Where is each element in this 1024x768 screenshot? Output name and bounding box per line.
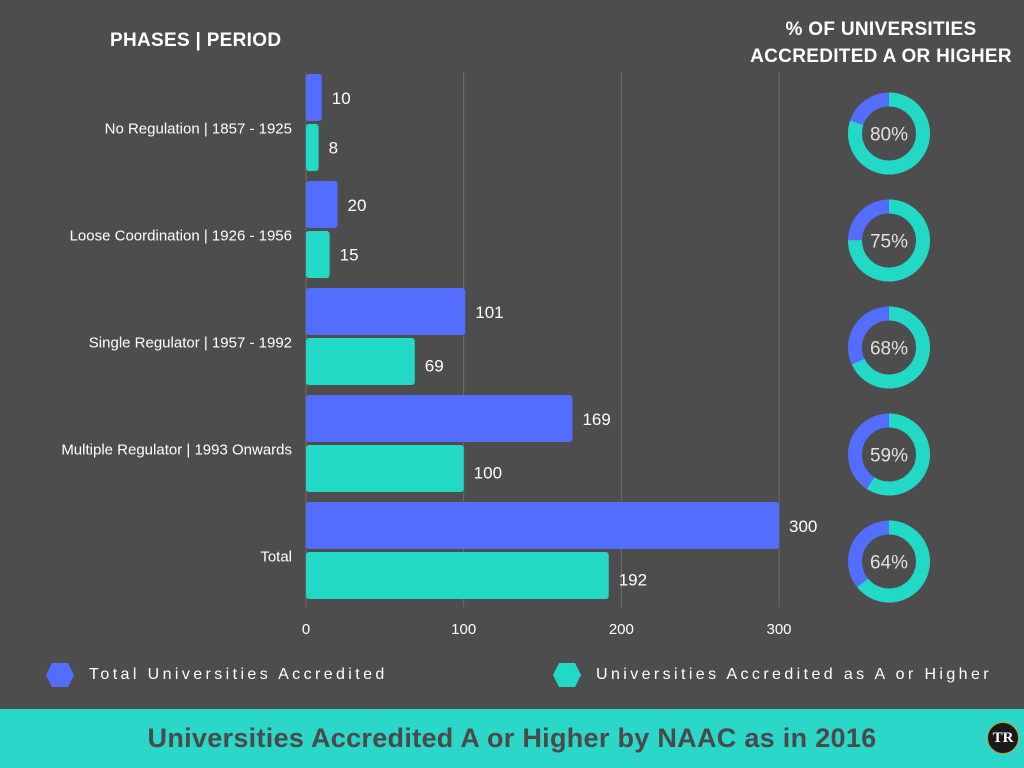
bar-total (306, 288, 466, 335)
bar-a-or-higher (306, 231, 330, 278)
legend-item-a-or-higher: Universities Accredited as A or Higher (552, 662, 992, 688)
x-tick-label: 0 (302, 621, 310, 638)
legend-hexagon-a-icon (553, 663, 581, 687)
category-label: Loose Coordination | 1926 - 1956 (70, 228, 292, 245)
donut-percent-label: 68% (870, 339, 908, 360)
bar-a-or-higher (306, 338, 415, 385)
data-label: 10 (332, 89, 351, 108)
percent-header-line2: ACCREDITED A OR HIGHER (750, 46, 1012, 67)
category-label: No Regulation | 1857 - 1925 (105, 121, 292, 138)
x-tick-label: 300 (766, 621, 791, 638)
donut-arc (848, 306, 930, 389)
donut-arc (848, 520, 930, 603)
donut-percent-label: 80% (870, 125, 908, 146)
bar-a-or-higher (306, 124, 319, 171)
x-tick-label: 200 (609, 621, 634, 638)
data-label: 169 (582, 410, 610, 429)
category-label: Single Regulator | 1957 - 1992 (89, 335, 292, 352)
percent-accredited-header: % OF UNIVERSITIES ACCREDITED A OR HIGHER (750, 16, 1012, 70)
data-label: 20 (348, 196, 367, 215)
legend-item-total: Total Universities Accredited (45, 662, 388, 688)
category-label: Total (260, 549, 292, 566)
donut-arc (848, 413, 930, 496)
chart-title: Universities Accredited A or Higher by N… (147, 723, 877, 753)
donut-percent-label: 59% (870, 446, 908, 467)
category-label: Multiple Regulator | 1993 Onwards (61, 442, 292, 459)
legend-label-total: Total Universities Accredited (89, 666, 388, 683)
footer-banner: Universities Accredited A or Higher by N… (0, 709, 1024, 768)
donut-arc (848, 199, 930, 282)
data-label: 69 (425, 357, 444, 376)
bar-a-or-higher (306, 552, 609, 599)
data-label: 100 (474, 464, 502, 483)
bar-total (306, 502, 779, 549)
bar-a-or-higher (306, 445, 464, 492)
x-tick-label: 100 (451, 621, 476, 638)
donut-percent-label: 75% (870, 232, 908, 253)
donut-arc (848, 92, 930, 175)
legend-hexagon-total-icon (46, 663, 74, 687)
data-label: 101 (475, 303, 503, 322)
percent-header-line1: % OF UNIVERSITIES (785, 19, 977, 40)
data-label: 300 (789, 517, 817, 536)
data-label: 8 (329, 139, 338, 158)
donut-percent-label: 64% (870, 553, 908, 574)
legend-label-a-or-higher: Universities Accredited as A or Higher (596, 666, 992, 683)
data-label: 192 (619, 571, 647, 590)
data-label: 15 (340, 246, 359, 265)
bar-total (306, 395, 573, 442)
brand-logo: TR (987, 722, 1019, 754)
phases-period-header: PHASES | PERIOD (110, 30, 282, 51)
bar-chart: 0 100 200 300 No Regulation | 1857 - 1925 10 8… (61, 72, 930, 638)
bar-total (306, 74, 322, 121)
bar-total (306, 181, 338, 228)
